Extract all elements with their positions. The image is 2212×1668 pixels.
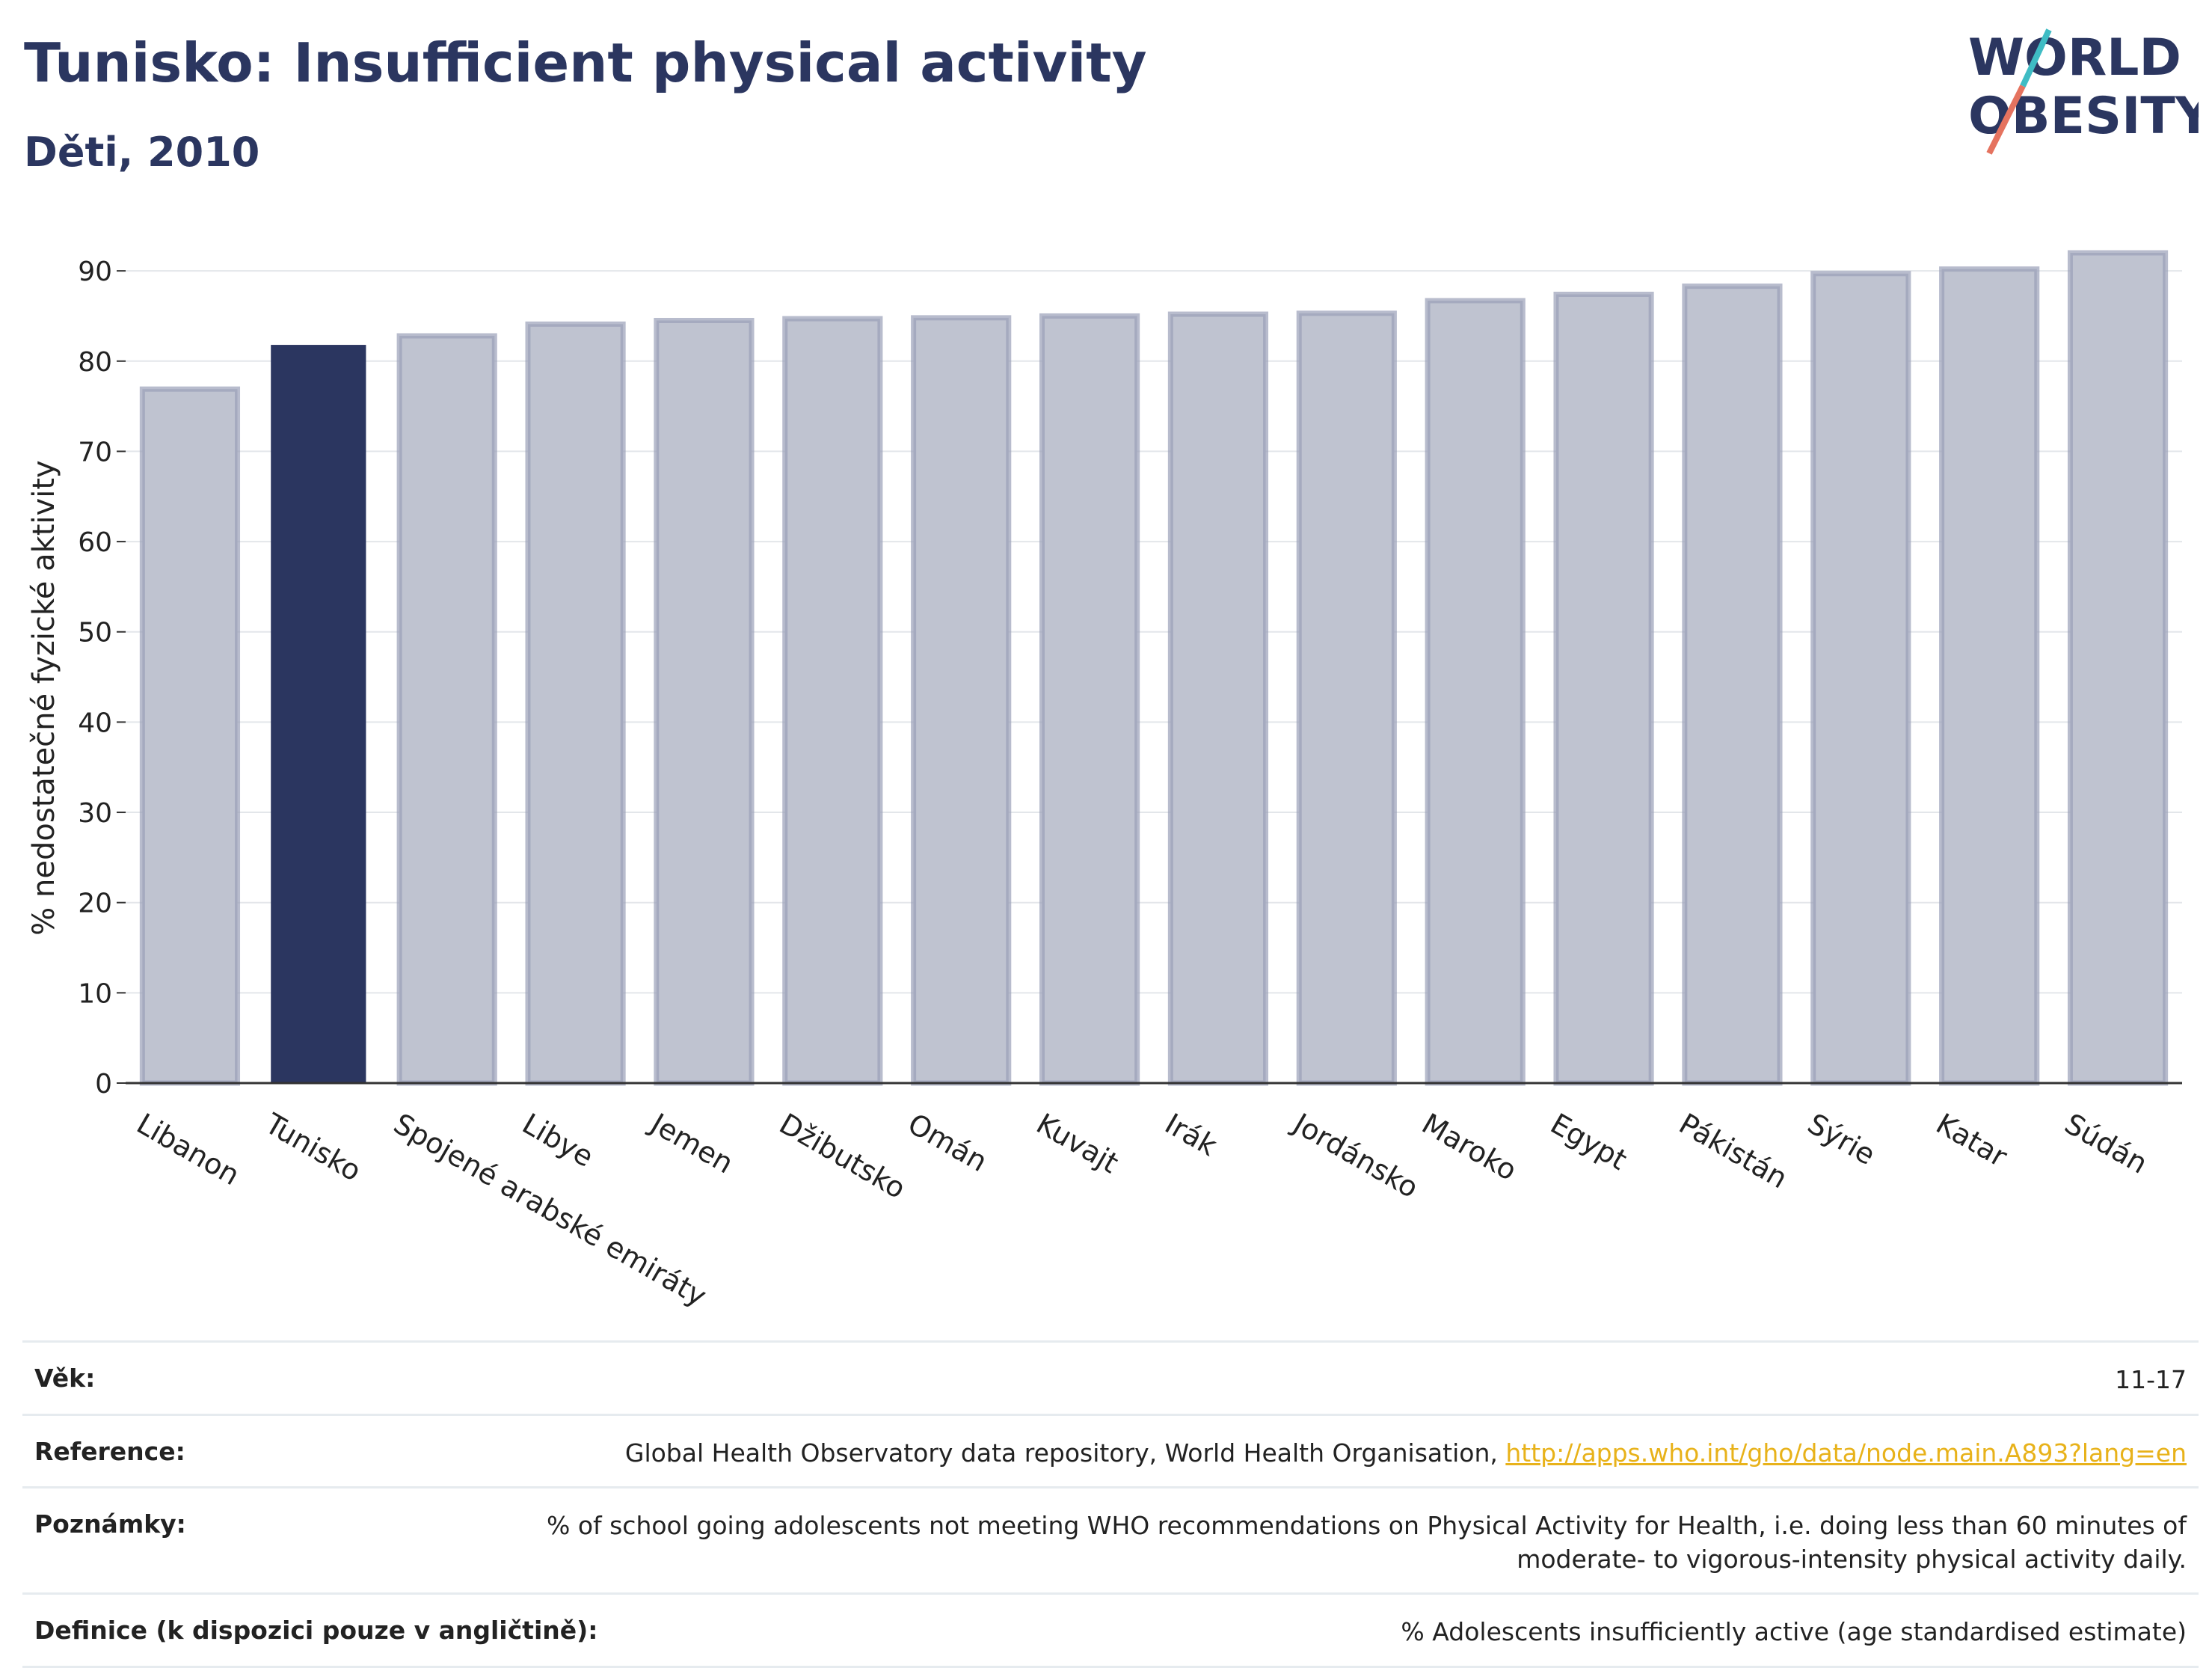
chart-title: Tunisko: Insufficient physical activity xyxy=(24,31,1147,94)
x-tick-label: Kuvajt xyxy=(1031,1107,1124,1180)
bar-džibutsko xyxy=(782,316,883,1086)
reference-value: Global Health Observatory data repositor… xyxy=(625,1437,2187,1471)
x-tick-label: Sýrie xyxy=(1802,1107,1881,1171)
bar-spojené-arabské-emiráty xyxy=(396,333,497,1086)
y-tick-label: 80 xyxy=(78,347,112,378)
bars xyxy=(139,250,2169,1086)
y-tick-label: 30 xyxy=(78,798,112,829)
y-tick-label: 60 xyxy=(78,527,112,558)
bar-maroko xyxy=(1425,298,1526,1086)
x-tick-label: Egypt xyxy=(1545,1107,1632,1177)
y-tick-label: 90 xyxy=(78,257,112,287)
logo-slash-teal xyxy=(2020,28,2052,88)
x-tick-label: Jemen xyxy=(644,1106,739,1180)
bar-súdán xyxy=(2067,250,2169,1086)
x-tick-label: Katar xyxy=(1931,1107,2013,1174)
bar-jemen xyxy=(654,317,755,1086)
age-label: Věk: xyxy=(34,1364,96,1393)
y-tick-label: 10 xyxy=(78,978,112,1009)
y-tick-label: 40 xyxy=(78,708,112,738)
bar-katar xyxy=(1939,266,2040,1086)
x-tick-label: Súdán xyxy=(2059,1107,2154,1180)
notes-label: Poznámky: xyxy=(34,1509,186,1539)
logo-slash-coral xyxy=(1986,85,2026,155)
x-tick-label: Pákistán xyxy=(1674,1107,1793,1195)
x-tick-label: Libanon xyxy=(131,1107,245,1192)
meta-row-notes: Poznámky: % of school going adolescents … xyxy=(22,1486,2199,1592)
logo-line-1: WORLD xyxy=(1968,28,2181,88)
meta-row-definition: Definice (k dispozici pouze v angličtině… xyxy=(22,1592,2199,1668)
x-tick-label: Libye xyxy=(517,1107,599,1174)
meta-row-age: Věk: 11-17 xyxy=(22,1340,2199,1414)
bar-sýrie xyxy=(1810,271,1911,1086)
bar-jordánsko xyxy=(1296,310,1397,1086)
world-obesity-logo: WORLD OBESITY xyxy=(1968,28,2199,155)
bar-pákistán xyxy=(1682,283,1783,1086)
x-tick-label: Jordánsko xyxy=(1287,1106,1425,1204)
bar-egypt xyxy=(1553,292,1654,1086)
chart-subtitle: Děti, 2010 xyxy=(24,129,260,176)
y-tick-label: 0 xyxy=(95,1069,112,1100)
meta-row-reference: Reference: Global Health Observatory dat… xyxy=(22,1413,2199,1487)
y-axis-title: % nedostatečné fyzické aktivity xyxy=(27,460,61,935)
definition-value: % Adolescents insufficiently active (age… xyxy=(1401,1617,2187,1647)
x-tick-label: Džibutsko xyxy=(774,1107,912,1205)
y-tick-label: 70 xyxy=(78,437,112,467)
logo-line-2: OBESITY xyxy=(1968,87,2199,146)
bar-libye xyxy=(525,321,626,1086)
bar-libanon xyxy=(139,386,241,1086)
y-tick-label: 50 xyxy=(78,618,112,649)
metadata-table: Věk: 11-17 Reference: Global Health Obse… xyxy=(22,1340,2199,1668)
bar-omán xyxy=(911,315,1012,1086)
x-tick-label: Maroko xyxy=(1416,1107,1523,1187)
definition-label: Definice (k dispozici pouze v angličtině… xyxy=(34,1616,598,1646)
reference-link[interactable]: http://apps.who.int/gho/data/node.main.A… xyxy=(1505,1438,2187,1468)
y-tick-label: 20 xyxy=(78,889,112,919)
axes xyxy=(117,270,2182,1085)
x-tick-label: Irák xyxy=(1159,1107,1222,1162)
notes-value: % of school going adolescents not meetin… xyxy=(546,1511,2187,1574)
x-tick-label: Tunisko xyxy=(259,1106,366,1188)
age-value: 11-17 xyxy=(2115,1365,2187,1394)
bar-tunisko xyxy=(271,345,366,1084)
x-tick-label: Omán xyxy=(903,1107,993,1178)
reference-label: Reference: xyxy=(34,1436,185,1466)
bar-kuvajt xyxy=(1039,313,1140,1086)
bar-irák xyxy=(1167,311,1269,1086)
reference-text: Global Health Observatory data repositor… xyxy=(624,1438,1506,1468)
